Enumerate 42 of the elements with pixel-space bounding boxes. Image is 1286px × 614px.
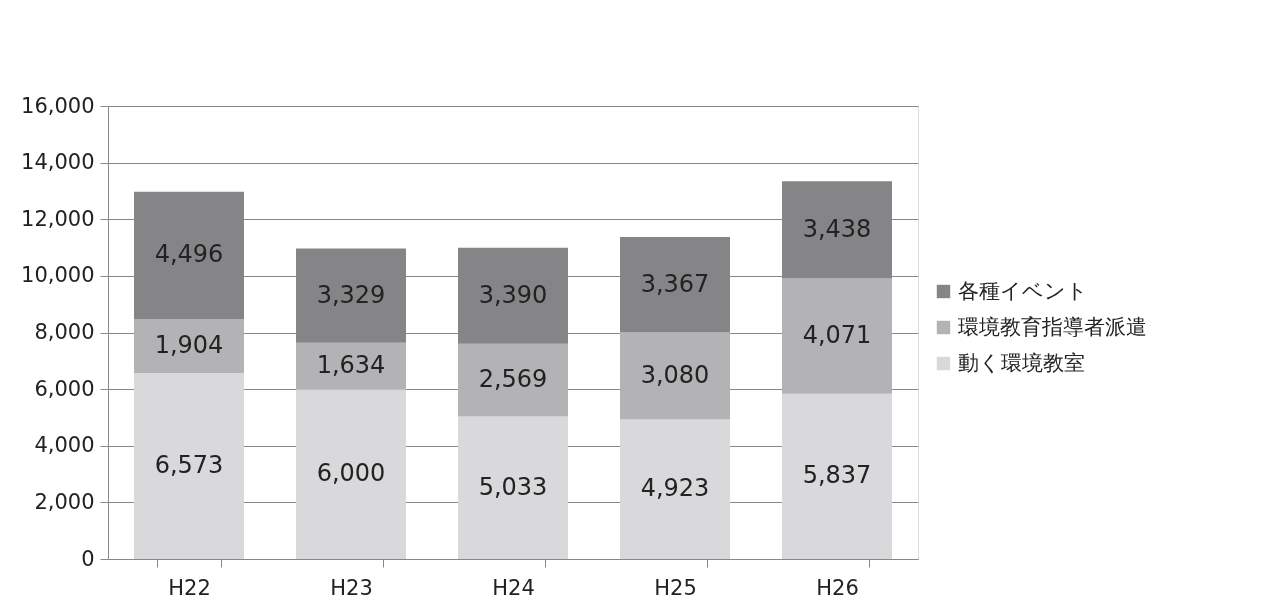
data-label: 3,329 — [316, 280, 386, 309]
bar — [134, 372, 244, 559]
bar — [458, 343, 568, 417]
y-tick-label: 2,000 — [34, 489, 95, 514]
data-label: 4,496 — [154, 240, 224, 269]
data-label: 1,904 — [154, 330, 224, 359]
legend-label: 環境教育指導者派遣 — [958, 314, 1147, 339]
y-tick-label: 0 — [81, 546, 95, 571]
data-label: 6,000 — [316, 459, 386, 488]
x-tick-label: H26 — [816, 575, 859, 600]
x-tick-label: H22 — [168, 575, 211, 600]
data-label: 4,071 — [802, 321, 872, 350]
y-tick-label: 12,000 — [21, 206, 95, 231]
legend-label: 動く環境教室 — [958, 350, 1085, 375]
bar — [782, 393, 892, 559]
bar — [134, 318, 244, 373]
y-tick-label: 14,000 — [21, 150, 95, 175]
x-tick-label: H24 — [492, 575, 535, 600]
y-tick-label: 6,000 — [34, 376, 95, 401]
data-label: 3,390 — [478, 280, 548, 309]
bar — [296, 389, 406, 559]
data-label: 4,923 — [640, 474, 710, 503]
y-tick-label: 4,000 — [34, 433, 95, 458]
bar — [296, 342, 406, 390]
data-label: 5,033 — [478, 472, 548, 501]
y-tick-label: 16,000 — [21, 93, 95, 118]
data-label: 3,367 — [640, 269, 710, 298]
data-label: 5,837 — [802, 461, 872, 490]
data-label: 2,569 — [478, 365, 548, 394]
data-label: 6,573 — [154, 450, 224, 479]
bar — [782, 278, 892, 394]
legend-label: 各種イベント — [958, 278, 1088, 303]
bar — [620, 332, 730, 420]
bar — [458, 416, 568, 559]
y-tick-label: 10,000 — [21, 263, 95, 288]
bar — [620, 419, 730, 559]
x-tick-label: H23 — [330, 575, 373, 600]
data-label: 3,080 — [640, 361, 710, 390]
y-tick-label: 8,000 — [34, 320, 95, 344]
data-label: 3,438 — [802, 214, 872, 243]
data-label: 1,634 — [316, 350, 386, 379]
x-tick-label: H25 — [654, 575, 697, 600]
